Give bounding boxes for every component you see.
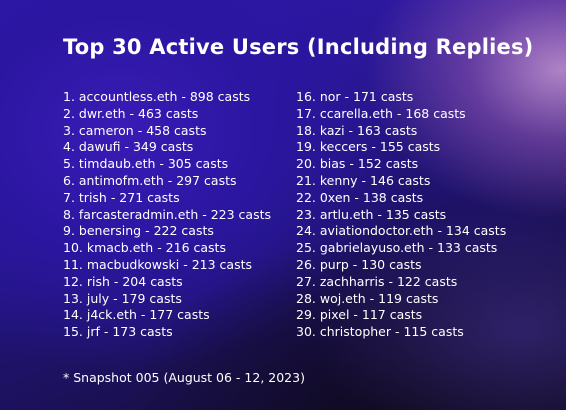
list-item: 29. pixel - 117 casts	[296, 307, 423, 323]
list-item: 11. macbudkowski - 213 casts	[63, 256, 252, 272]
list-item: 2. dwr.eth - 463 casts	[63, 105, 199, 121]
users-list-left: 1. accountless.eth - 898 casts 2. dwr.et…	[63, 89, 271, 341]
list-item: 18. kazi - 163 casts	[296, 122, 418, 138]
list-item: 15. jrf - 173 casts	[63, 324, 173, 340]
list-item: 16. nor - 171 casts	[296, 89, 414, 104]
list-item: 21. kenny - 146 casts	[296, 172, 431, 188]
list-item: 6. antimofm.eth - 297 casts	[63, 172, 237, 188]
list-item: 9. benersing - 222 casts	[63, 223, 214, 239]
list-item: 23. artlu.eth - 135 casts	[296, 206, 447, 222]
page-title: Top 30 Active Users (Including Replies)	[63, 35, 534, 59]
list-item: 28. woj.eth - 119 casts	[296, 290, 439, 306]
users-list-right: 16. nor - 171 casts 17. ccarella.eth - 1…	[296, 89, 506, 341]
list-item: 19. keccers - 155 casts	[296, 139, 441, 155]
list-item: 20. bias - 152 casts	[296, 156, 419, 172]
list-item: 24. aviationdoctor.eth - 134 casts	[296, 223, 507, 239]
list-item: 1. accountless.eth - 898 casts	[63, 89, 251, 104]
list-item: 4. dawufi - 349 casts	[63, 139, 194, 155]
list-item: 30. christopher - 115 casts	[296, 324, 464, 340]
list-item: 26. purp - 130 casts	[296, 256, 422, 272]
list-item: 27. zachharris - 122 casts	[296, 273, 458, 289]
list-item: 12. rish - 204 casts	[63, 273, 183, 289]
list-item: 10. kmacb.eth - 216 casts	[63, 240, 226, 256]
list-item: 14. j4ck.eth - 177 casts	[63, 307, 210, 323]
list-item: 25. gabrielayuso.eth - 133 casts	[296, 240, 498, 256]
list-item: 13. july - 179 casts	[63, 290, 182, 306]
list-item: 5. timdaub.eth - 305 casts	[63, 156, 229, 172]
list-item: 3. cameron - 458 casts	[63, 122, 207, 138]
list-item: 17. ccarella.eth - 168 casts	[296, 105, 466, 121]
list-item: 22. 0xen - 138 casts	[296, 189, 424, 205]
snapshot-footnote: * Snapshot 005 (August 06 - 12, 2023)	[63, 370, 305, 385]
list-item: 7. trish - 271 casts	[63, 189, 180, 205]
list-item: 8. farcasteradmin.eth - 223 casts	[63, 206, 272, 222]
